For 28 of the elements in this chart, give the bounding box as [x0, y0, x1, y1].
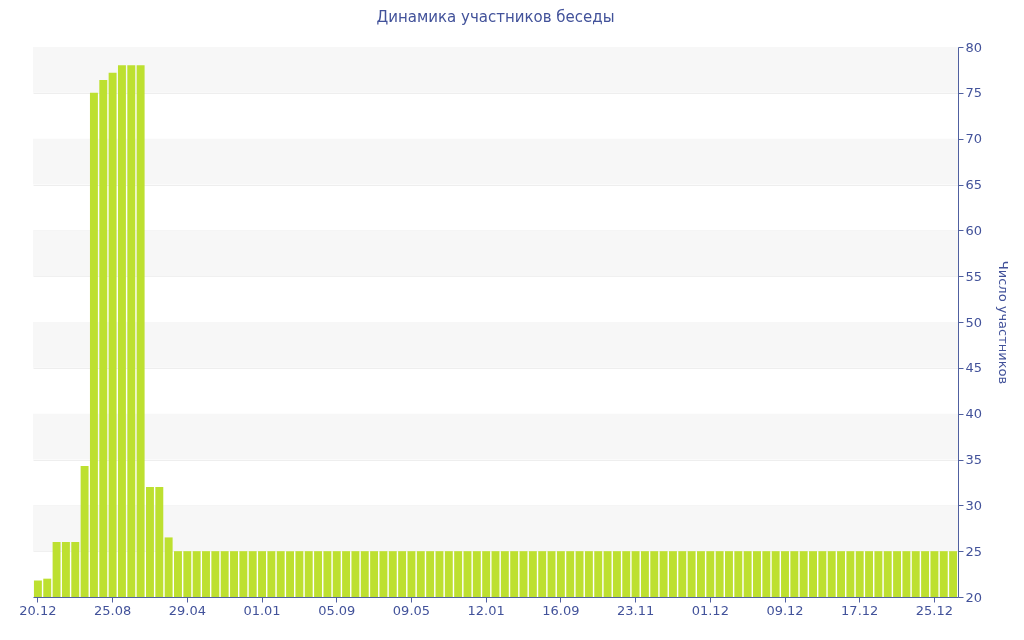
y-tick-label: 20	[965, 589, 983, 605]
x-tick-label: 29.04	[168, 602, 206, 618]
y-tick-label: 25	[965, 543, 983, 559]
y-tick-label: 55	[965, 268, 983, 284]
x-tick-label: 01.12	[691, 602, 729, 618]
x-tick-label: 25.12	[915, 602, 954, 618]
x-tick-label: 25.08	[94, 602, 132, 618]
y-tick-label: 60	[965, 222, 983, 238]
x-tick-label: 16.09	[542, 602, 580, 618]
x-tick-label: 05.09	[318, 602, 356, 618]
x-tick-label: 01.01	[243, 602, 281, 618]
y-tick-label: 70	[965, 131, 983, 147]
x-tick-label: 09.12	[766, 602, 804, 618]
x-tick-label: 12.01	[467, 602, 505, 618]
x-tick-label: 17.12	[841, 602, 879, 618]
y-tick-label: 35	[965, 452, 983, 467]
chart-title: Динамика участников беседы	[376, 8, 615, 26]
y-tick-label: 80	[965, 39, 983, 55]
y-tick-label: 75	[965, 85, 983, 101]
y-tick-label: 30	[965, 497, 983, 513]
y-tick-label: 45	[965, 360, 983, 376]
y-tick-label: 50	[965, 314, 983, 330]
x-tick-label: 20.12	[19, 602, 57, 618]
x-tick-label: 23.11	[616, 602, 655, 618]
y-tick-label: 40	[965, 406, 983, 422]
y-tick-label: 65	[965, 177, 983, 192]
y-axis-title: Число участников	[996, 260, 1012, 385]
x-tick-label: 09.05	[392, 602, 431, 618]
